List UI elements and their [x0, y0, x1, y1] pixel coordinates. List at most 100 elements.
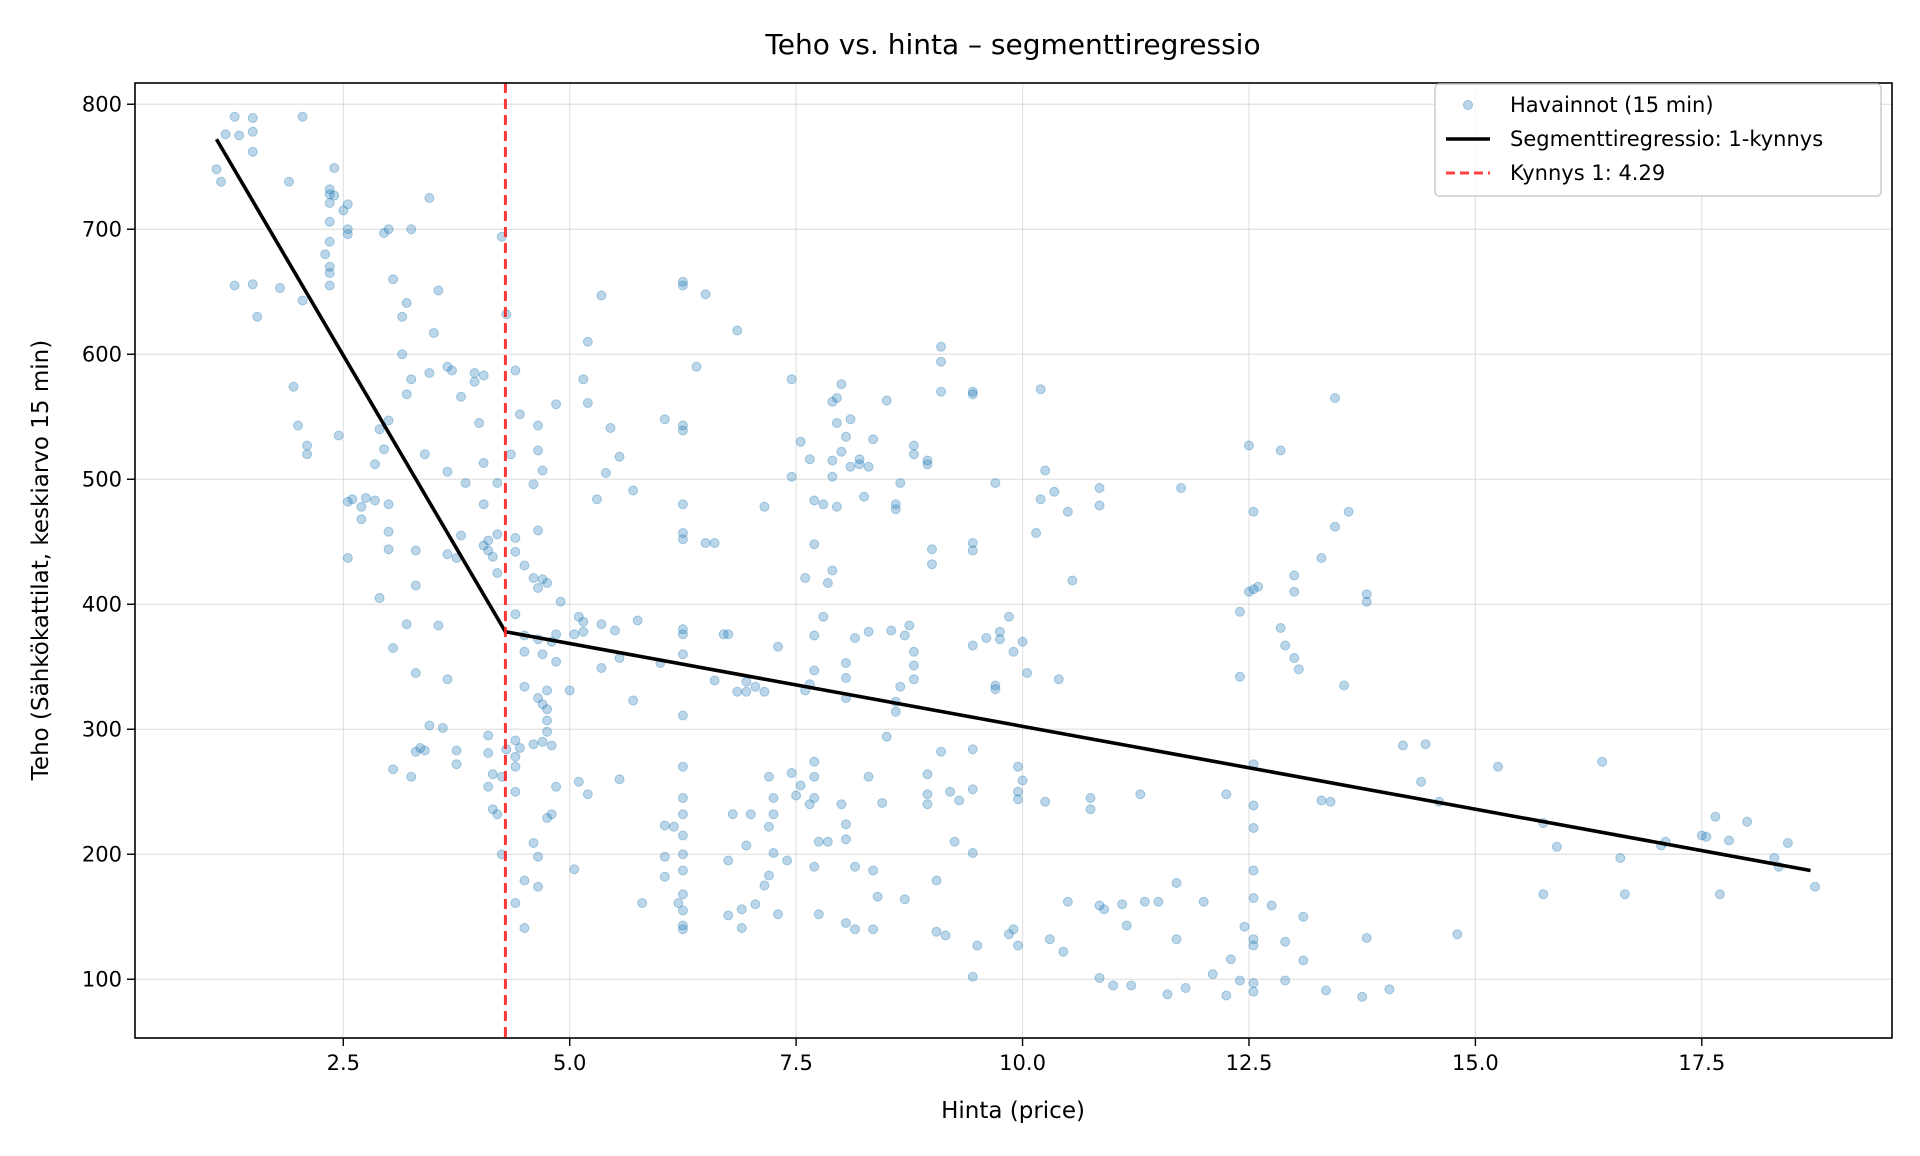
- data-point: [1248, 940, 1259, 951]
- data-point: [324, 261, 335, 272]
- data-point: [573, 776, 584, 787]
- data-point: [247, 126, 258, 137]
- data-point: [881, 395, 892, 406]
- data-point: [478, 458, 489, 468]
- data-point: [637, 898, 648, 908]
- data-point: [1275, 445, 1286, 456]
- data-point: [1053, 674, 1064, 685]
- data-point: [442, 466, 453, 477]
- data-point: [677, 710, 688, 721]
- data-point: [967, 784, 978, 795]
- data-point: [211, 164, 222, 175]
- data-point: [410, 746, 421, 757]
- data-point: [451, 759, 462, 770]
- data-point: [528, 479, 539, 490]
- data-point: [329, 163, 340, 173]
- data-point: [578, 626, 589, 637]
- data-point: [936, 746, 947, 757]
- data-point: [723, 910, 734, 921]
- data-point: [542, 813, 553, 823]
- data-point: [908, 646, 919, 657]
- data-point: [831, 418, 842, 428]
- data-point: [546, 809, 557, 820]
- data-point: [1171, 878, 1182, 888]
- chart-title: Teho vs. hinta – segmenttiregressio: [764, 28, 1260, 61]
- data-point: [374, 424, 385, 435]
- data-point: [1049, 486, 1060, 497]
- data-point: [356, 514, 367, 525]
- data-point: [519, 646, 530, 657]
- data-point: [868, 865, 879, 876]
- data-point: [845, 414, 856, 425]
- data-point: [732, 325, 743, 336]
- data-point: [981, 633, 992, 643]
- data-point: [433, 620, 444, 631]
- data-point: [795, 780, 806, 791]
- data-point: [1248, 506, 1259, 517]
- data-point: [514, 409, 525, 420]
- data-point: [1280, 936, 1291, 947]
- data-point: [1289, 570, 1300, 581]
- data-point: [972, 940, 983, 951]
- data-point: [229, 280, 240, 291]
- data-point: [1782, 838, 1793, 848]
- data-point: [1031, 528, 1042, 538]
- data-point: [551, 656, 562, 667]
- data-point: [895, 681, 906, 692]
- data-point: [967, 744, 978, 755]
- data-point: [1094, 483, 1105, 493]
- data-point: [691, 361, 702, 372]
- data-point: [1003, 929, 1014, 940]
- data-point: [324, 268, 335, 278]
- data-point: [1538, 889, 1549, 900]
- data-point: [677, 276, 688, 287]
- data-point: [419, 449, 430, 460]
- data-point: [528, 838, 539, 848]
- data-point: [216, 176, 227, 187]
- data-point: [510, 735, 521, 746]
- data-point: [487, 769, 498, 780]
- data-point: [487, 804, 498, 815]
- data-point: [1316, 553, 1327, 563]
- data-point: [854, 459, 865, 470]
- data-point: [768, 809, 779, 820]
- data-point: [1040, 796, 1051, 807]
- data-point: [908, 660, 919, 671]
- data-point: [836, 379, 847, 390]
- data-point: [677, 624, 688, 635]
- data-point: [424, 193, 435, 203]
- data-point: [759, 686, 770, 697]
- data-point: [677, 649, 688, 660]
- y-tick-label: 400: [82, 592, 122, 616]
- data-point: [483, 535, 494, 546]
- data-point: [433, 285, 444, 296]
- data-point: [1017, 636, 1028, 647]
- data-point: [406, 771, 417, 782]
- data-point: [1221, 990, 1232, 1001]
- data-point: [840, 658, 851, 668]
- data-point: [677, 889, 688, 900]
- data-point: [709, 538, 720, 548]
- data-point: [763, 771, 774, 782]
- data-point: [890, 499, 901, 510]
- data-point: [1239, 921, 1250, 932]
- data-point: [868, 434, 879, 445]
- data-point: [600, 468, 611, 478]
- data-point: [410, 668, 421, 678]
- data-point: [1248, 865, 1259, 876]
- data-point: [1248, 934, 1259, 945]
- data-point: [736, 923, 747, 933]
- data-point: [936, 341, 947, 352]
- data-point: [1225, 954, 1236, 965]
- data-point: [967, 545, 978, 556]
- data-point: [1397, 740, 1408, 751]
- scatter-points: [211, 111, 1821, 1002]
- data-point: [379, 228, 390, 238]
- data-point: [1493, 761, 1504, 772]
- data-point: [1094, 900, 1105, 911]
- data-point: [809, 665, 820, 676]
- data-point: [1710, 811, 1721, 822]
- data-point: [1094, 500, 1105, 511]
- data-point: [519, 923, 530, 933]
- data-point: [768, 848, 779, 858]
